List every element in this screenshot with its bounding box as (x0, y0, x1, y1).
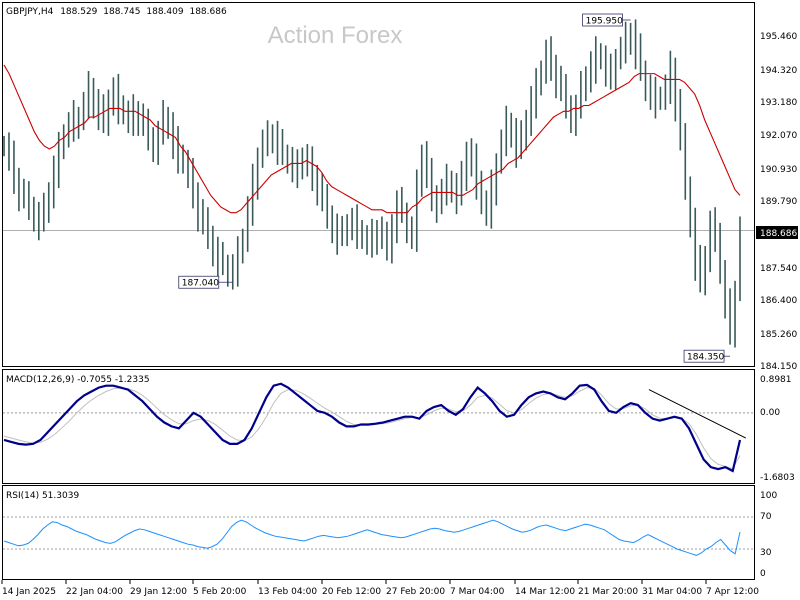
macd-trendline (648, 389, 747, 439)
current-price-box (756, 226, 798, 239)
ohlc-high: 188.745 (103, 7, 140, 17)
price-tick: 194.320 (760, 66, 797, 76)
x-tick: 7 Mar 04:00 (450, 587, 505, 597)
ohlc-low: 188.409 (146, 7, 183, 17)
rsi-tick: 30 (760, 548, 772, 558)
price-tick: 190.930 (760, 165, 797, 175)
x-tick: 22 Jan 04:00 (66, 587, 123, 597)
price-tick: 192.070 (760, 131, 797, 141)
price-tick: 185.260 (760, 330, 797, 340)
macd-tick: 0.00 (760, 408, 780, 418)
rsi-panel (2, 485, 755, 580)
x-tick: 14 Jan 2025 (2, 587, 56, 597)
moving-average-line (3, 64, 741, 214)
x-tick: 7 Apr 12:00 (706, 587, 759, 597)
price-tick: 187.540 (760, 264, 797, 274)
rsi-tick: 70 (760, 512, 772, 522)
x-tick: 5 Feb 20:00 (193, 587, 247, 597)
price-tick: 184.150 (760, 362, 797, 372)
macd-tick: 0.8981 (760, 375, 792, 385)
x-tick: 14 Mar 12:00 (515, 587, 575, 597)
price-tick: 195.460 (760, 32, 797, 42)
rsi-header: RSI(14) 51.3039 (6, 491, 79, 501)
x-tick: 31 Mar 04:00 (642, 587, 702, 597)
current-price-label: 188.686 (760, 229, 797, 239)
macd-line (3, 382, 742, 473)
price-tick: 193.180 (760, 98, 797, 108)
symbol-label: GBPJPY,H4 (6, 7, 54, 17)
ohlc-open: 188.529 (60, 7, 97, 17)
x-tick: 27 Feb 20:00 (386, 587, 445, 597)
x-tick: 13 Feb 04:00 (258, 587, 317, 597)
price-annotation-label: 195.950 (586, 17, 623, 27)
x-tick: 20 Feb 12:00 (322, 587, 381, 597)
price-tick: 186.400 (760, 296, 797, 306)
x-tick: 29 Jan 12:00 (130, 587, 187, 597)
ohlc-close: 188.686 (189, 7, 226, 17)
price-header: GBPJPY,H4 188.529 188.745 188.409 188.68… (6, 7, 227, 17)
watermark: Action Forex (268, 22, 403, 49)
rsi-line (3, 519, 741, 556)
price-tick: 189.790 (760, 197, 797, 207)
price-annotation-label: 187.040 (182, 279, 219, 289)
plot-layer: 195.950 187.040 184.350 (1, 13, 754, 584)
macd-header: MACD(12,26,9) -0.7055 -1.2335 (6, 375, 150, 385)
price-panel (2, 2, 755, 367)
rsi-tick: 100 (760, 491, 777, 501)
x-tick: 21 Mar 20:00 (578, 587, 638, 597)
macd-tick: -1.6803 (760, 473, 795, 483)
rsi-tick: 0 (760, 569, 766, 579)
price-annotation-label: 184.350 (687, 353, 724, 363)
